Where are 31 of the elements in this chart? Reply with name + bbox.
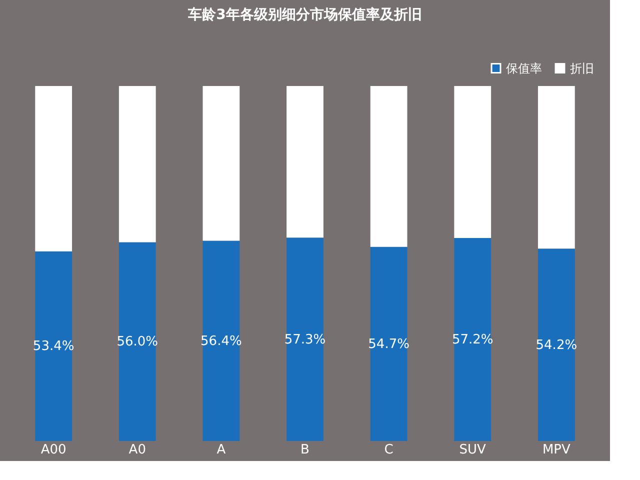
bar [202,86,240,241]
x-tick-label: A [216,442,226,458]
bar [454,238,492,441]
data-label: 54.7% [368,336,410,352]
bar [454,86,492,238]
data-label: 53.4% [32,339,74,354]
x-tick-label: B [300,442,310,458]
bar [286,238,324,441]
bar [118,242,156,441]
bar [202,240,240,441]
data-label: 57.2% [452,332,494,348]
chart-title: 车龄3年各级别细分市场保值率及折旧 [187,6,422,23]
bar [370,246,408,441]
bar [286,86,324,238]
bar [35,86,72,252]
bar [35,251,72,441]
x-tick-label: MPV [542,442,570,458]
x-tick-label: C [384,442,394,458]
data-label: 54.2% [536,338,578,353]
data-label: 56.0% [116,334,158,350]
bar [118,86,156,242]
bar [538,248,575,441]
legend-label: 保值率 [506,61,542,76]
x-tick-label: A0 [128,442,146,458]
x-tick-label: A00 [40,442,66,458]
bar [370,86,408,247]
data-label: 56.4% [200,334,242,349]
bar [538,86,575,249]
legend-label: 折旧 [570,61,594,76]
x-tick-label: SUV [459,442,486,458]
data-label: 57.3% [284,332,326,348]
